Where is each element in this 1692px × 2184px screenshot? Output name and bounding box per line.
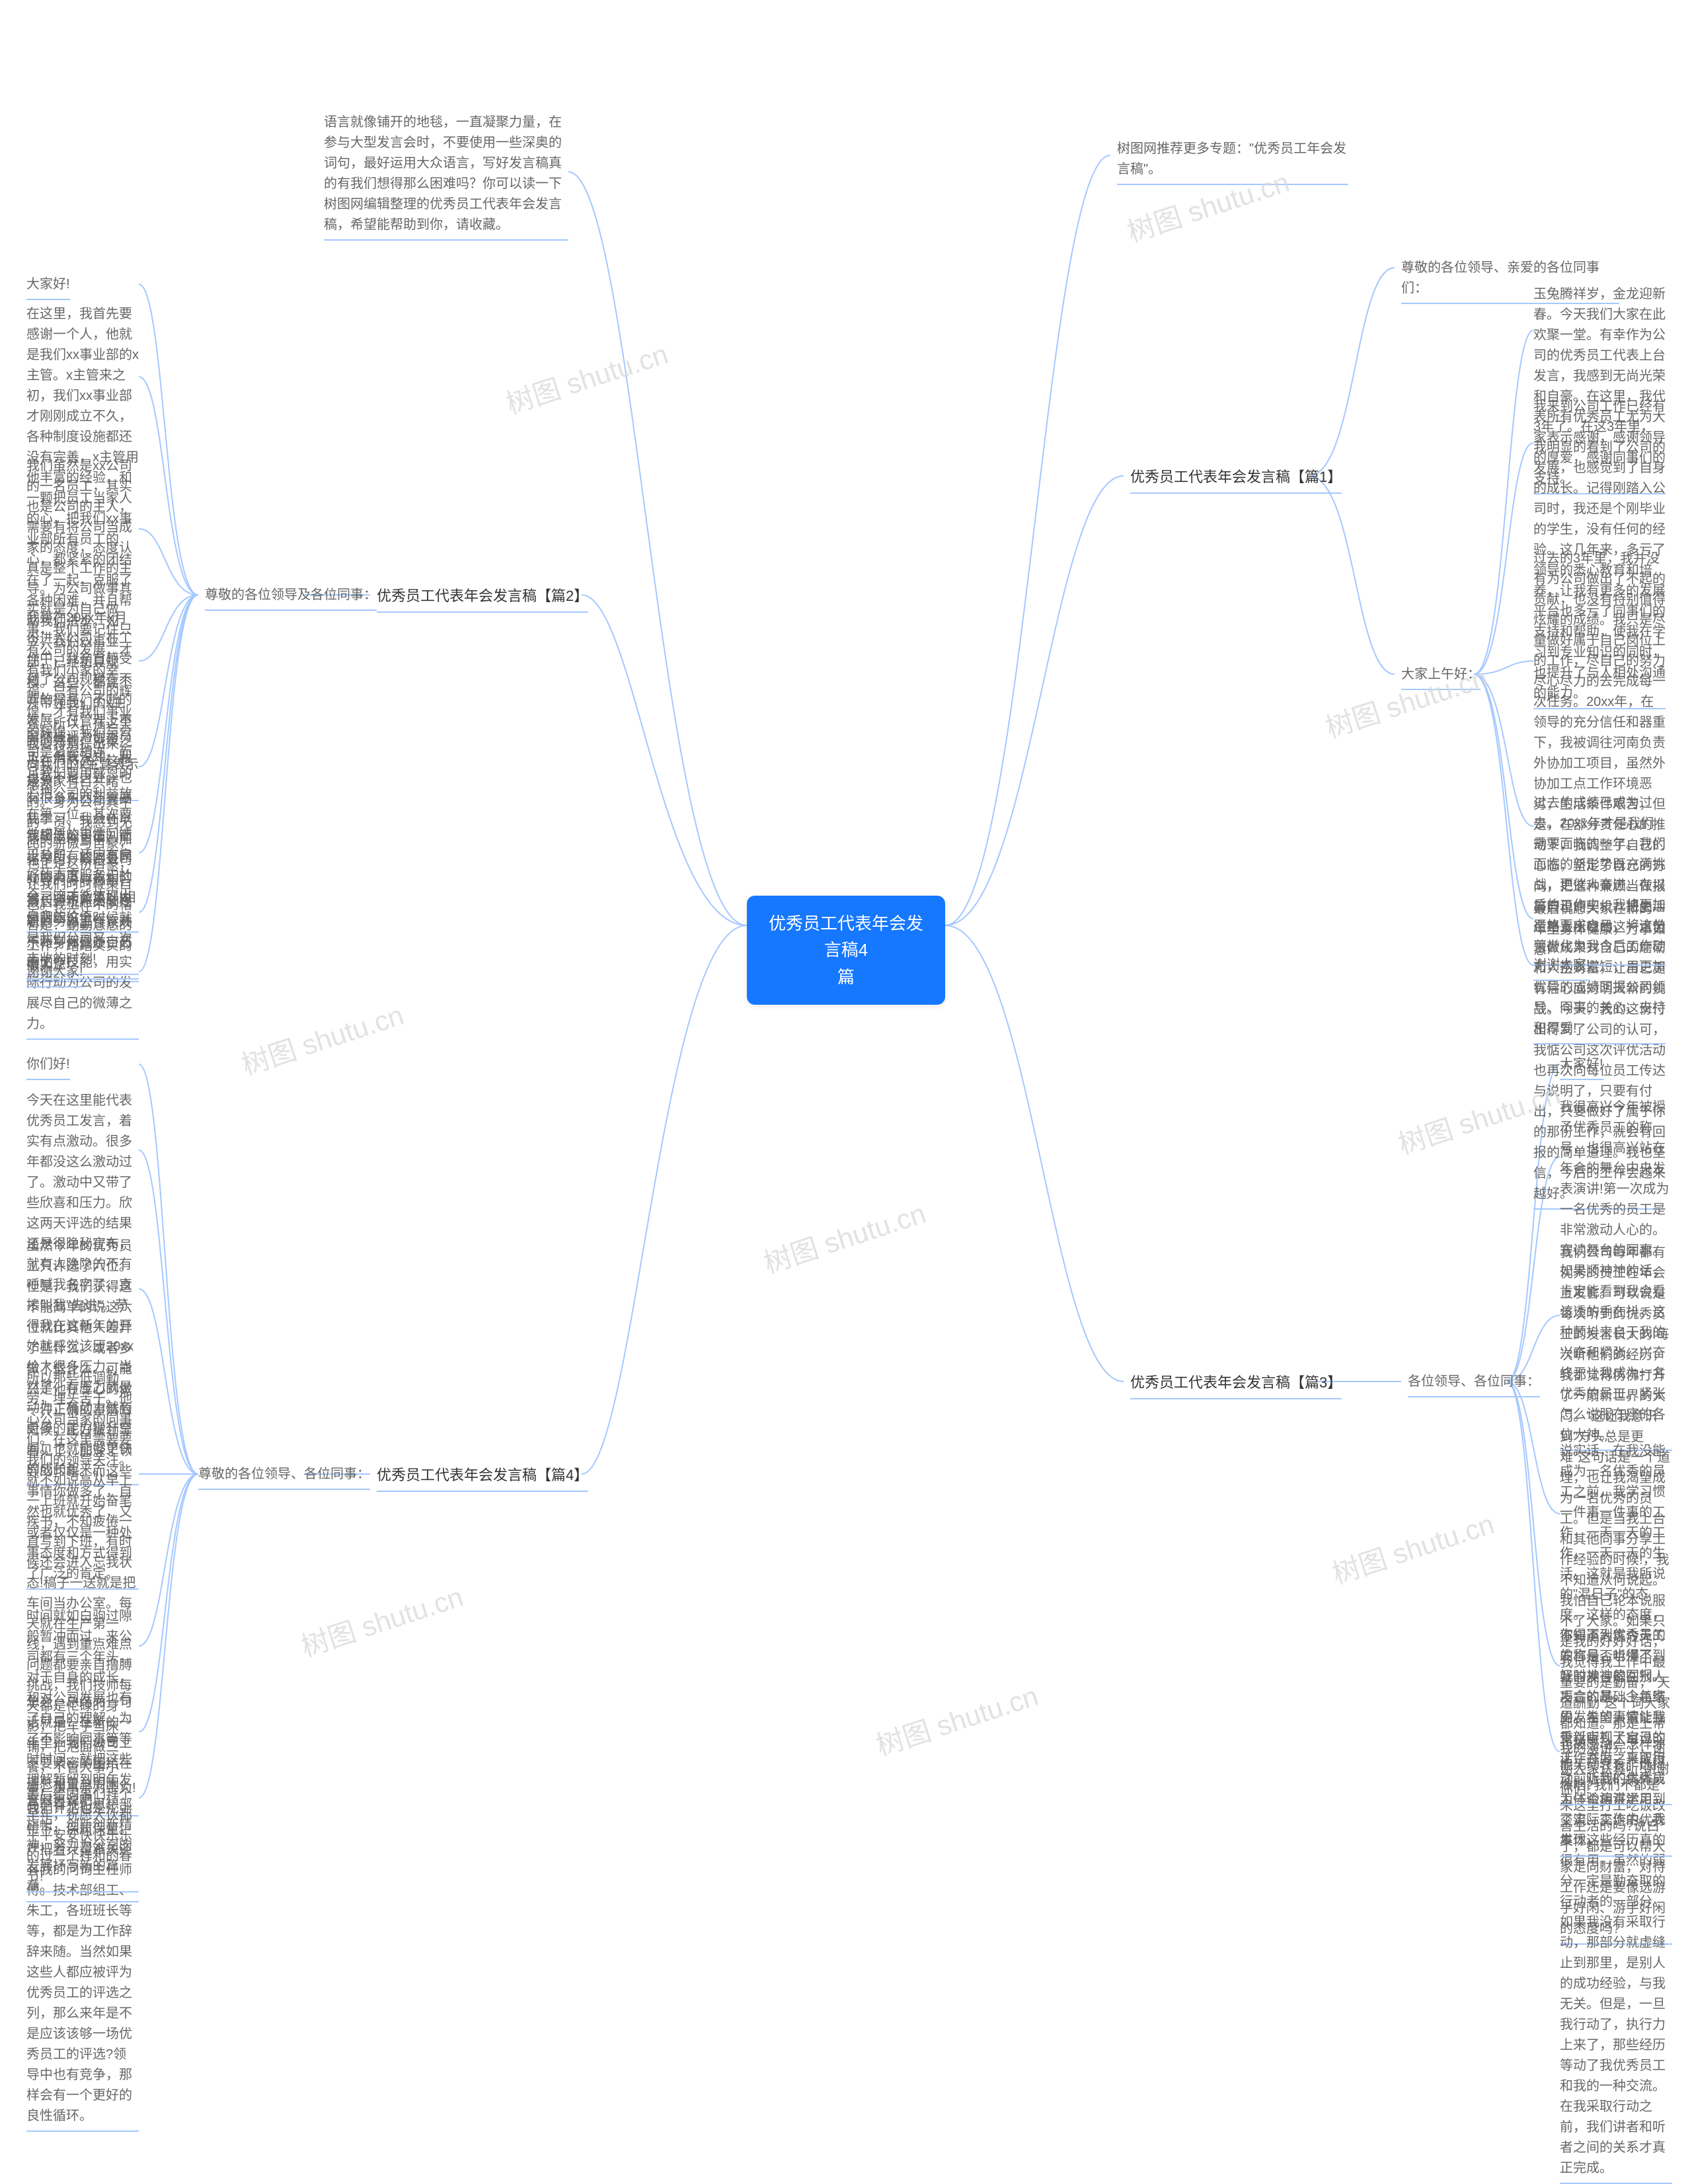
center-node: 优秀员工代表年会发言稿4 篇 xyxy=(747,896,945,1005)
article4-close1: 最后给同事们拜个早年，祝愿大伙都平平安安快快乐乐的过一个祥和的春节! xyxy=(26,1785,139,1892)
watermark: 树图 shutu.cn xyxy=(295,1575,468,1665)
article2-title: 优秀员工代表年会发言稿【篇2】 xyxy=(377,585,588,613)
watermark: 树图 shutu.cn xyxy=(1327,1502,1499,1592)
article3-close2: 我的演讲完了，谢谢大家认真听!谢谢你们! xyxy=(1560,1738,1672,1805)
article2-greeting: 大家好! xyxy=(26,274,70,300)
article4-opening: 尊敬的各位领导、各位同事： xyxy=(198,1464,370,1490)
article1-close2: 谢谢大家! xyxy=(1533,955,1590,981)
article1-title: 优秀员工代表年会发言稿【篇1】 xyxy=(1130,466,1342,494)
article3-opening: 各位领导、各位同事： xyxy=(1408,1372,1540,1397)
watermark: 树图 shutu.cn xyxy=(236,993,408,1083)
article3-greeting: 大家好! xyxy=(1560,1054,1603,1080)
article2-close2: 谢谢大家! xyxy=(26,962,83,988)
article1-greeting: 大家上午好： xyxy=(1401,664,1480,690)
article4-title: 优秀员工代表年会发言稿【篇4】 xyxy=(377,1464,588,1492)
watermark: 树图 shutu.cn xyxy=(758,1191,931,1282)
article2-opening: 尊敬的各位领导及各位同事： xyxy=(205,585,377,611)
watermark: 树图 shutu.cn xyxy=(500,332,673,422)
article3-title: 优秀员工代表年会发言稿【篇3】 xyxy=(1130,1372,1342,1399)
intro-text: 语言就像铺开的地毯，一直凝聚力量，在参与大型发言会时，不要使用一些深奥的词句，最… xyxy=(324,112,568,241)
watermark: 树图 shutu.cn xyxy=(870,1674,1043,1764)
article4-greeting: 你们好! xyxy=(26,1054,70,1080)
recommendation-text: 树图网推荐更多专题："优秀员工年会发言稿"。 xyxy=(1117,139,1348,185)
